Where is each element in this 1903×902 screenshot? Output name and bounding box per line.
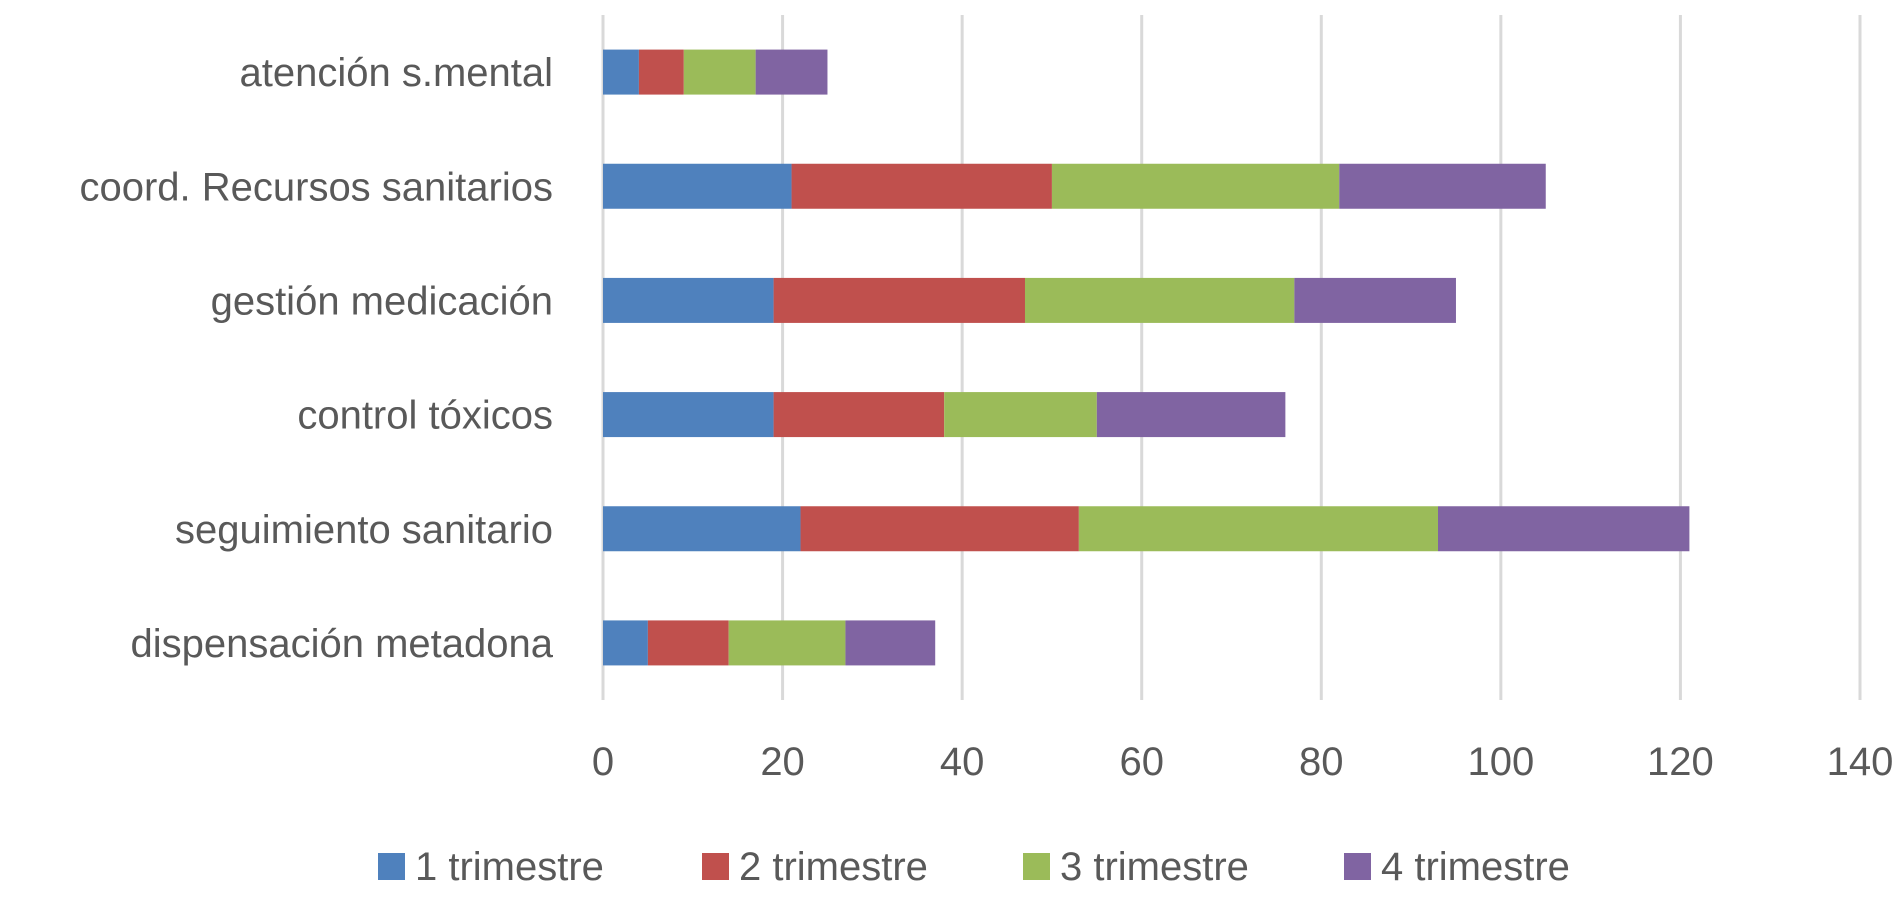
- x-tick-label: 140: [1827, 740, 1894, 784]
- legend-label: 3 trimestre: [1060, 845, 1249, 889]
- bar-segment: [603, 163, 792, 209]
- bar-segment: [603, 277, 774, 323]
- legend-label: 4 trimestre: [1381, 845, 1570, 889]
- bar-segment: [683, 49, 756, 95]
- legend-label: 1 trimestre: [415, 845, 604, 889]
- bar-segment: [1051, 163, 1340, 209]
- x-tick-label: 40: [940, 740, 985, 784]
- bar-segment: [1078, 506, 1439, 552]
- bar-segment: [728, 620, 846, 666]
- bar-segment: [800, 506, 1079, 552]
- bar-segment: [603, 506, 801, 552]
- x-tick-label: 60: [1119, 740, 1164, 784]
- x-tick-label: 120: [1647, 740, 1714, 784]
- legend-label: 2 trimestre: [739, 845, 928, 889]
- bar-segment: [638, 49, 684, 95]
- bar-segment: [1339, 163, 1546, 209]
- category-label: atención s.mental: [239, 51, 553, 95]
- category-label: gestión medicación: [211, 279, 553, 323]
- bar-segment: [1294, 277, 1456, 323]
- legend-swatch: [378, 853, 405, 880]
- legend: 1 trimestre 2 trimestre 3 trimestre 4 trime…: [378, 845, 1570, 889]
- x-tick-label: 0: [592, 740, 614, 784]
- bar-segment: [1438, 506, 1690, 552]
- bar-segment: [1024, 277, 1295, 323]
- x-tick-label: 100: [1467, 740, 1534, 784]
- bar-segment: [944, 392, 1097, 438]
- category-label: control tóxicos: [297, 394, 553, 438]
- bar-segment: [1096, 392, 1286, 438]
- x-tick-label: 80: [1299, 740, 1344, 784]
- legend-swatch: [1344, 853, 1371, 880]
- bar-segment: [603, 392, 774, 438]
- bar-segment: [773, 392, 945, 438]
- bar-segment: [603, 49, 639, 95]
- bar-segment: [773, 277, 1025, 323]
- bar-segment: [845, 620, 936, 666]
- bar-segment: [647, 620, 729, 666]
- legend-swatch: [1023, 853, 1050, 880]
- x-tick-label: 20: [760, 740, 805, 784]
- category-labels: dispensación metadona seguimiento sanitar…: [79, 51, 553, 666]
- bar-segment: [755, 49, 828, 95]
- bar-segment: [603, 620, 648, 666]
- gridlines: [601, 15, 1862, 700]
- bars: [603, 49, 1690, 666]
- category-label: seguimiento sanitario: [175, 508, 553, 552]
- legend-swatch: [702, 853, 729, 880]
- category-label: dispensación metadona: [130, 622, 553, 666]
- bar-segment: [791, 163, 1052, 209]
- x-tick-labels: 0 20 40 60 80 100 120 140: [592, 740, 1894, 784]
- category-label: coord. Recursos sanitarios: [79, 165, 553, 209]
